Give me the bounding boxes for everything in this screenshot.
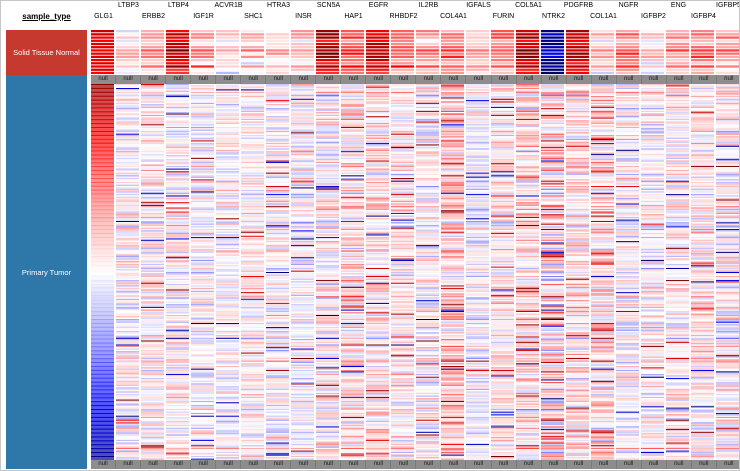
null-cell: null xyxy=(724,461,734,467)
null-cell: null xyxy=(724,76,734,82)
sample-group-solid-tissue-normal-label: Solid Tissue Normal xyxy=(13,48,80,57)
gene-label-igfbp4[interactable]: IGFBP4 xyxy=(691,13,716,20)
gene-label-furin[interactable]: FURIN xyxy=(492,13,515,20)
null-cell: null xyxy=(91,460,117,469)
null-cell: null xyxy=(466,460,492,469)
null-cell: null xyxy=(366,460,392,469)
null-cell: null xyxy=(141,75,167,84)
null-cell: null xyxy=(116,75,142,84)
sample-type-column-header[interactable]: sample_type xyxy=(22,12,71,21)
null-cell: null xyxy=(366,75,392,84)
gene-label-glg1[interactable]: GLG1 xyxy=(94,13,113,20)
gene-label-il2rb[interactable]: IL2RB xyxy=(418,2,439,9)
null-cell: null xyxy=(141,460,167,469)
gene-label-hap1[interactable]: HAP1 xyxy=(344,13,363,20)
gene-label-col5a1[interactable]: COL5A1 xyxy=(515,2,542,9)
null-cell: null xyxy=(316,460,342,469)
null-cell: null xyxy=(542,75,567,84)
null-cell: null xyxy=(316,75,342,84)
gene-label-igfbp5[interactable]: IGFBP5 xyxy=(716,2,740,9)
gene-label-acvr1b[interactable]: ACVR1B xyxy=(214,2,243,9)
null-cell: null xyxy=(567,75,592,84)
null-cell: null xyxy=(642,75,667,84)
null-cell: null xyxy=(241,75,267,84)
sample-group-primary-tumor[interactable]: Primary Tumor xyxy=(6,75,87,469)
null-cell: null xyxy=(416,75,442,84)
null-cell: null xyxy=(441,75,467,84)
null-cell: null xyxy=(517,460,542,469)
null-cell: null xyxy=(166,460,192,469)
gene-label-ltbp4[interactable]: LTBP4 xyxy=(168,2,189,9)
null-cell: null xyxy=(291,460,317,469)
null-cell: null xyxy=(216,460,242,469)
null-row-top: null null null null null null null null null null… xyxy=(91,75,739,84)
null-cell: null xyxy=(266,460,292,469)
null-cell: null xyxy=(492,75,517,84)
null-cell: null xyxy=(241,460,267,469)
null-cell: null xyxy=(617,460,642,469)
gene-label-erbb2[interactable]: ERBB2 xyxy=(142,13,165,20)
gene-label-igfals[interactable]: IGFALS xyxy=(466,2,491,9)
null-cell: null xyxy=(592,460,617,469)
null-cell: null xyxy=(416,460,442,469)
gene-label-shc1[interactable]: SHC1 xyxy=(244,13,263,20)
null-cell: null xyxy=(642,460,667,469)
null-cell: null xyxy=(667,75,692,84)
null-cell: null xyxy=(466,75,492,84)
gene-label-igfbp2[interactable]: IGFBP2 xyxy=(641,13,666,20)
gene-label-pdgfrb[interactable]: PDGFRB xyxy=(563,2,594,9)
gene-label-htra3[interactable]: HTRA3 xyxy=(267,2,290,9)
sample-group-primary-tumor-label: Primary Tumor xyxy=(21,267,72,277)
null-cell: null xyxy=(341,460,367,469)
gene-label-ngfr[interactable]: NGFR xyxy=(618,2,639,9)
gene-label-scn5a[interactable]: SCN5A xyxy=(316,2,341,9)
gene-label-igf1r[interactable]: IGF1R xyxy=(193,13,214,20)
null-row-bottom: null null null null null null null null null null… xyxy=(91,460,739,469)
gene-label-col1a1[interactable]: COL1A1 xyxy=(590,13,617,20)
gene-label-insr[interactable]: INSR xyxy=(295,13,312,20)
null-cell: null xyxy=(166,75,192,84)
null-cell: null xyxy=(216,75,242,84)
null-cell: null xyxy=(441,460,467,469)
gene-label-egfr[interactable]: EGFR xyxy=(368,2,389,9)
null-cell: null xyxy=(91,75,117,84)
gene-label-ntrk2[interactable]: NTRK2 xyxy=(542,13,565,20)
expression-heatmap[interactable] xyxy=(91,30,739,469)
null-cell: null xyxy=(567,460,592,469)
gene-label-ltbp3[interactable]: LTBP3 xyxy=(118,2,139,9)
sample-group-solid-tissue-normal[interactable]: Solid Tissue Normal xyxy=(6,30,87,75)
null-cell: null xyxy=(116,460,142,469)
null-cell: null xyxy=(542,460,567,469)
null-cell: null xyxy=(391,460,417,469)
gene-label-rhbdf2[interactable]: RHBDF2 xyxy=(389,13,418,20)
null-cell: null xyxy=(391,75,417,84)
null-cell: null xyxy=(341,75,367,84)
gene-column-headers: GLG1 LTBP3 ERBB2 LTBP4 IGF1R ACVR1B SHC1 HTRA3 I… xyxy=(91,1,740,29)
null-cell: null xyxy=(617,75,642,84)
null-cell: null xyxy=(266,75,292,84)
null-cell: null xyxy=(692,460,717,469)
null-cell: null xyxy=(492,460,517,469)
null-cell: null xyxy=(592,75,617,84)
null-cell: null xyxy=(191,460,217,469)
null-cell: null xyxy=(517,75,542,84)
null-cell: null xyxy=(291,75,317,84)
null-cell: null xyxy=(191,75,217,84)
null-cell: null xyxy=(692,75,717,84)
gene-label-eng[interactable]: ENG xyxy=(670,2,687,9)
null-cell: null xyxy=(667,460,692,469)
gene-label-col4a1[interactable]: COL4A1 xyxy=(440,13,467,20)
